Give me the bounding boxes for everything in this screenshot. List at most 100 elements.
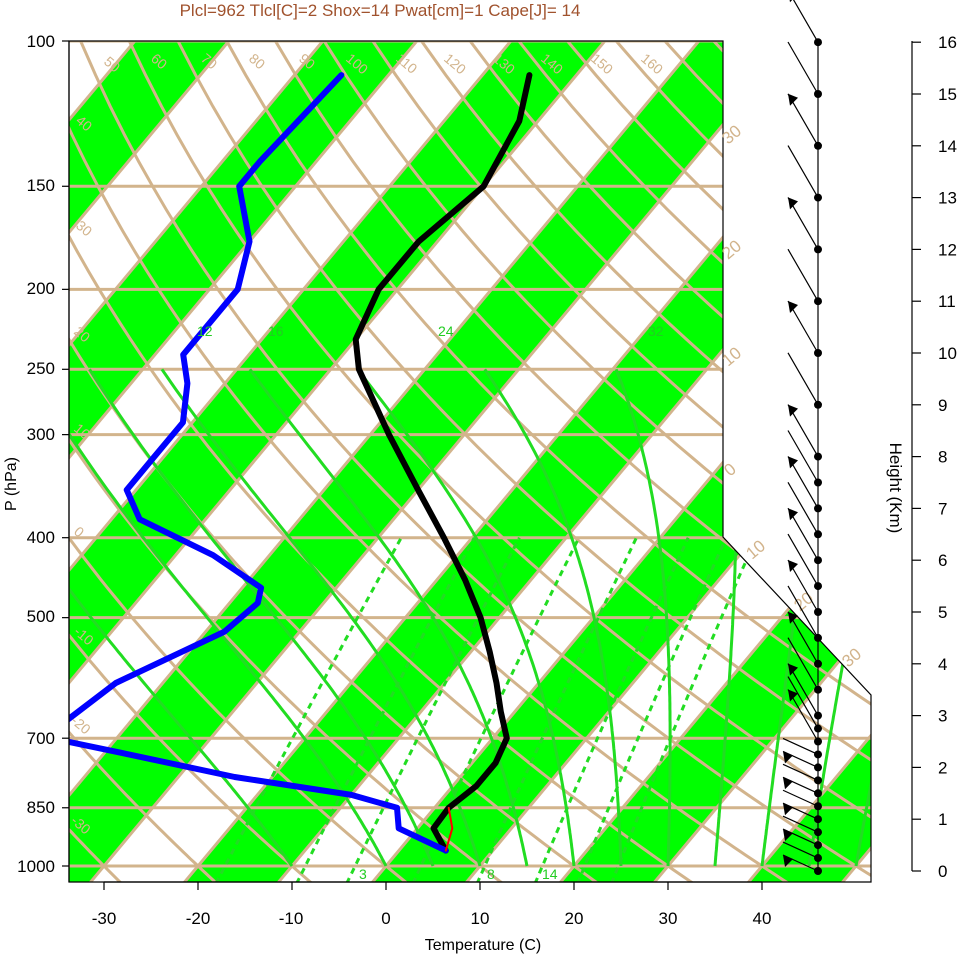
dry-adiabat-line	[0, 3, 36, 893]
dry-adiabat-line	[347, 41, 871, 882]
dry-adiabat-line	[205, 41, 871, 882]
height-tick-label: 9	[938, 396, 947, 415]
wind-barb-column	[782, 0, 822, 875]
wind-barb-shaft	[782, 815, 819, 833]
dewpoint-profile-line	[69, 72, 449, 854]
wind-barb-shaft	[782, 841, 819, 859]
moist-adiabat-line	[69, 368, 388, 867]
dry-adiabat-line	[69, 41, 614, 882]
height-tick-label: 8	[938, 448, 947, 467]
height-tick-label: 15	[938, 85, 957, 104]
wind-barb-flag	[789, 0, 793, 3]
height-tick-label: 12	[938, 240, 957, 259]
wind-level-dot	[814, 504, 822, 513]
isotherm-band	[69, 41, 484, 882]
x-tick-label: 40	[753, 909, 772, 928]
mixing-ratio-label: 14	[542, 866, 558, 882]
wind-barb-shaft	[787, 585, 819, 639]
mixing-ratio-label: 12	[197, 323, 213, 339]
height-tick-label: 6	[938, 551, 947, 570]
height-tick-label: 2	[938, 758, 947, 777]
x-tick-label: -20	[186, 909, 211, 928]
wind-barb-flag	[783, 855, 793, 867]
dry-adiabat-line	[253, 41, 871, 882]
wind-barb-shaft	[792, 0, 819, 43]
y-tick-label: 850	[27, 798, 55, 817]
plot-area	[0, 0, 871, 900]
dry-adiabat-line	[111, 41, 871, 882]
mixing-ratio-line	[214, 536, 403, 882]
wind-barb-flag	[788, 611, 798, 624]
mixing-ratio-line	[345, 537, 521, 882]
wind-barb-shaft	[787, 533, 819, 587]
mixing-ratio-line	[533, 537, 690, 882]
y-tick-label: 500	[27, 607, 55, 626]
isotherm-bands	[69, 41, 871, 882]
wind-barb-flag	[788, 197, 798, 210]
wind-barb-flag	[788, 301, 798, 313]
dry-adiabat-line	[69, 41, 325, 882]
height-tick-label: 4	[938, 655, 947, 674]
height-tick-label: 16	[938, 33, 957, 52]
height-tick-label: 5	[938, 603, 947, 622]
pressure-axis: 100 150 200 250 300 400 500 700 850 1000…	[3, 32, 70, 882]
sounding-profiles	[69, 72, 533, 854]
dry-adiabat-line	[69, 41, 422, 882]
mixing-ratio-line	[411, 537, 581, 882]
isotherm-line	[638, 41, 871, 882]
wind-barb-shaft	[787, 352, 819, 406]
dry-adiabat-line	[725, 41, 871, 882]
wind-barb-shaft	[787, 430, 819, 483]
wind-barb-flag	[788, 663, 798, 676]
height-tick-label: 13	[938, 189, 957, 208]
height-tick-label: 10	[938, 344, 957, 363]
x-tick-label: 20	[565, 909, 584, 928]
mixing-ratio-line	[295, 536, 476, 882]
mixing-ratio-line	[610, 537, 758, 882]
dry-adiabat-line	[158, 41, 871, 882]
dry-adiabat-line	[69, 41, 710, 882]
moist-adiabat-lines	[69, 368, 871, 867]
mixing-ratio-label: 32	[648, 323, 664, 339]
isotherm-line	[0, 0, 14, 900]
moist-adiabat-line	[88, 368, 435, 867]
wind-barb-shaft	[787, 637, 819, 690]
x-tick-label: -30	[92, 909, 117, 928]
wind-barb-flag	[783, 751, 793, 764]
wind-barb-flag	[788, 689, 798, 702]
mixing-ratio-label: 24	[438, 323, 454, 339]
moist-adiabat-line	[69, 368, 294, 867]
y-tick-label: 100	[27, 32, 55, 51]
mixing-ratio-lines	[214, 536, 758, 882]
isotherm-line	[732, 41, 871, 882]
chart-title-text: Plcl=962 Tlcl[C]=2 Shox=14 Pwat[cm]=1 Ca…	[180, 1, 581, 20]
isotherm-band	[69, 41, 296, 882]
mixing-ratio-label: 16	[268, 323, 284, 339]
isotherm-line	[262, 41, 871, 882]
wind-barb-shaft	[782, 737, 819, 755]
wind-barb-shaft	[787, 482, 819, 535]
dry-adiabat-line	[300, 41, 871, 882]
height-tick-label: 14	[938, 137, 957, 156]
parcel-path-line	[444, 806, 454, 852]
moist-adiabat-line	[356, 368, 576, 867]
isotherm-line	[69, 41, 203, 882]
wind-barb-flag	[788, 560, 798, 572]
isotherm-line	[69, 41, 579, 882]
isotherm-band	[69, 41, 672, 882]
y-tick-label: 250	[27, 359, 55, 378]
y-tick-label: 400	[27, 528, 55, 547]
x-tick-label: -10	[279, 909, 304, 928]
x-tick-label: 0	[381, 909, 390, 928]
temperature-axis: -30 -20 -10 0 10 20 30 40 Temperature (C…	[92, 881, 772, 954]
height-tick-label: 0	[938, 862, 947, 881]
mixing-ratio-label: 8	[487, 866, 495, 882]
isotherm-line	[69, 41, 673, 882]
x-tick-label: 10	[471, 909, 490, 928]
y-axis-label: P (hPa)	[3, 457, 20, 511]
wind-barb-flag	[788, 508, 798, 521]
height-tick-label: 3	[938, 707, 947, 726]
height-tick-label: 11	[938, 292, 956, 311]
iso-label-right: 10	[742, 536, 769, 563]
